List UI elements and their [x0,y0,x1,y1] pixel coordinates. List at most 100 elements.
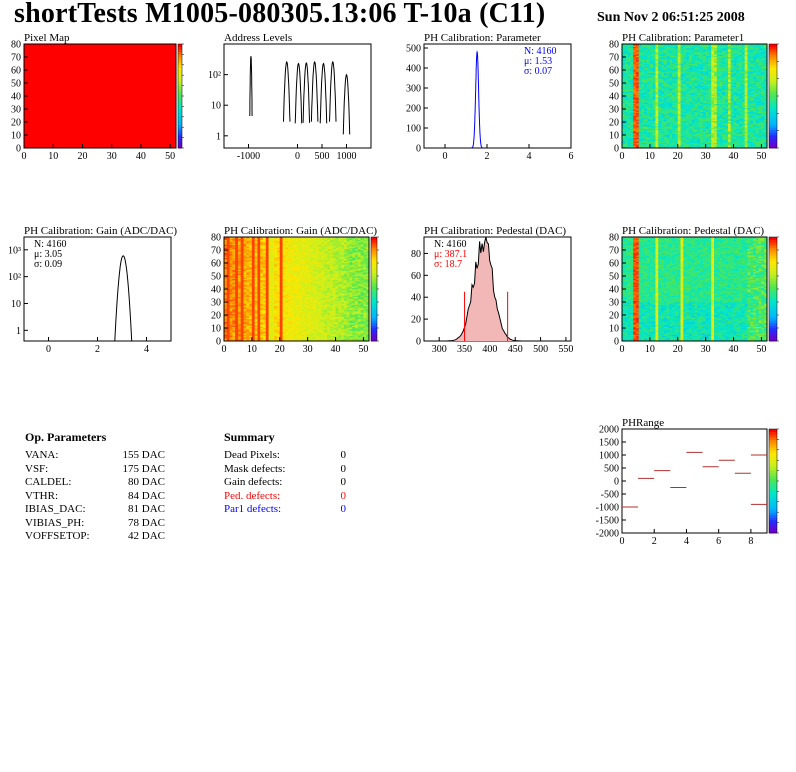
heatmap-cell [702,79,706,81]
heatmap-cell [714,66,718,68]
heatmap-cell [727,60,732,63]
heatmap-cell [750,68,754,71]
heatmap-cell [691,51,695,54]
heatmap-cell [725,71,729,73]
heatmap-cell [672,102,676,105]
heatmap-cell [663,49,667,51]
heatmap-cell [644,106,648,108]
heatmap-cell [747,138,751,141]
heatmap-cell [652,86,656,89]
heatmap-cell [691,67,695,69]
heatmap-cell [669,132,673,134]
x-tick-label: 1000 [337,151,357,162]
heatmap-cell [635,120,640,123]
heatmap-cell [750,85,754,88]
heatmap-cell [753,58,757,60]
heatmap-cell [661,124,665,127]
heatmap-cell [661,45,665,47]
heatmap-cell [727,70,732,72]
heatmap-cell [672,129,676,132]
heatmap-cell [663,81,667,84]
heatmap-cell [730,66,734,68]
heatmap-cell [644,103,648,106]
heatmap-cell [655,46,659,49]
heatmap-cell [655,68,659,71]
heatmap-cell [630,145,634,147]
heatmap-cell [730,101,734,103]
heatmap-cell [702,96,706,98]
heatmap-cell [635,75,640,77]
heatmap-cell [622,51,626,54]
heatmap-cell [727,45,732,47]
heatmap-cell [705,115,709,118]
heatmap-cell [627,81,631,84]
heatmap-cell [641,49,645,51]
heatmap-cell [688,66,693,68]
heatmap-cell [691,90,695,93]
heatmap-cell [641,55,645,58]
heatmap-cell [627,106,631,108]
heatmap-cell [622,77,626,80]
heatmap-cell [711,89,715,92]
heatmap-cell [705,92,709,94]
heatmap-cell [674,118,679,120]
heatmap-cell [711,66,715,68]
heatmap-cell [733,127,737,129]
heatmap-cell [716,93,720,95]
heatmap-cell [658,89,662,92]
heatmap-cell [663,59,667,62]
heatmap-cell [633,67,637,69]
heatmap-cell [649,92,653,94]
heatmap-cell [680,53,684,55]
heatmap-cell [747,62,751,64]
heatmap-cell [686,89,690,92]
heatmap-cell [666,105,670,107]
heatmap-cell [666,112,670,115]
heatmap-cell [666,93,670,95]
heatmap-cell [633,97,637,99]
heatmap-cell [733,81,737,84]
heatmap-cell [725,98,729,101]
heatmap-cell [730,72,734,75]
heatmap-cell [686,57,690,59]
heatmap-cell [727,142,732,145]
heatmap-cell [627,144,631,146]
heatmap-cell [716,54,720,56]
heatmap-cell [644,122,648,124]
heatmap-cell [733,54,737,56]
heatmap-cell [730,83,734,85]
heatmap-cell [744,92,748,94]
heatmap-cell [688,119,693,121]
heatmap-cell [635,67,640,69]
heatmap-cell [686,60,690,63]
heatmap-cell [744,47,748,50]
heatmap-cell [644,115,648,118]
colorbar-segment [178,119,182,123]
heatmap-cell [669,88,673,90]
heatmap-cell [719,119,723,121]
heatmap-cell [753,62,757,64]
heatmap-cell [727,94,732,97]
heatmap-cell [674,137,679,140]
heatmap-cell [730,122,734,124]
heatmap-cell [708,54,712,56]
heatmap-cell [755,73,759,76]
heatmap-cell [666,79,670,81]
heatmap-cell [688,85,693,88]
heatmap-cell [711,119,715,121]
heatmap-cell [638,63,642,66]
heatmap-cell [694,106,698,108]
heatmap-cell [652,89,656,92]
heatmap-cell [686,97,690,99]
heatmap-cell [705,112,709,115]
heatmap-cell [663,45,667,47]
heatmap-cell [635,66,640,68]
heatmap-cell [658,138,662,141]
heatmap-cell [686,54,690,56]
heatmap-cell [697,68,701,71]
heatmap-cell [702,102,706,105]
heatmap-cell [683,115,687,118]
heatmap-cell [688,112,693,115]
heatmap-cell [725,81,729,84]
heatmap-cell [733,84,737,86]
